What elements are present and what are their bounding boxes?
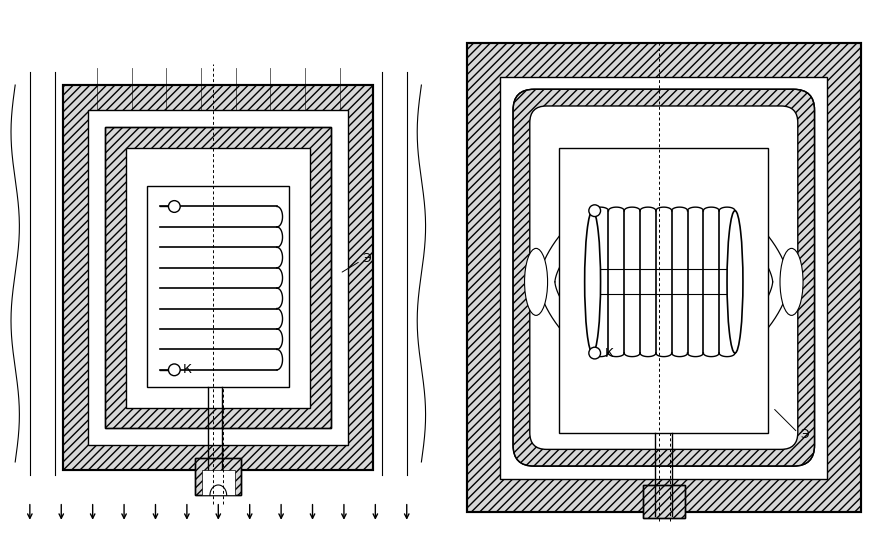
Bar — [201, 470, 235, 496]
Bar — [127, 148, 310, 408]
Text: К: К — [183, 363, 192, 376]
Bar — [195, 458, 241, 496]
Bar — [63, 85, 373, 470]
Circle shape — [168, 201, 180, 212]
Ellipse shape — [525, 248, 548, 316]
Bar — [195, 458, 241, 496]
Bar — [501, 77, 827, 479]
Bar — [105, 127, 331, 428]
Text: Э: Э — [800, 428, 809, 441]
Text: Э: Э — [363, 252, 372, 265]
Bar — [147, 185, 290, 387]
Bar — [643, 485, 684, 519]
Bar — [88, 110, 348, 445]
Ellipse shape — [780, 248, 803, 316]
Circle shape — [589, 205, 601, 217]
Bar — [593, 269, 735, 294]
Circle shape — [589, 347, 601, 359]
Bar — [63, 85, 373, 470]
Bar — [105, 127, 331, 428]
Circle shape — [168, 364, 180, 376]
Bar — [560, 148, 768, 433]
Bar — [643, 485, 684, 519]
FancyBboxPatch shape — [530, 106, 797, 450]
Ellipse shape — [727, 211, 743, 353]
FancyBboxPatch shape — [513, 89, 814, 466]
Text: К: К — [605, 347, 614, 359]
Ellipse shape — [584, 211, 601, 353]
